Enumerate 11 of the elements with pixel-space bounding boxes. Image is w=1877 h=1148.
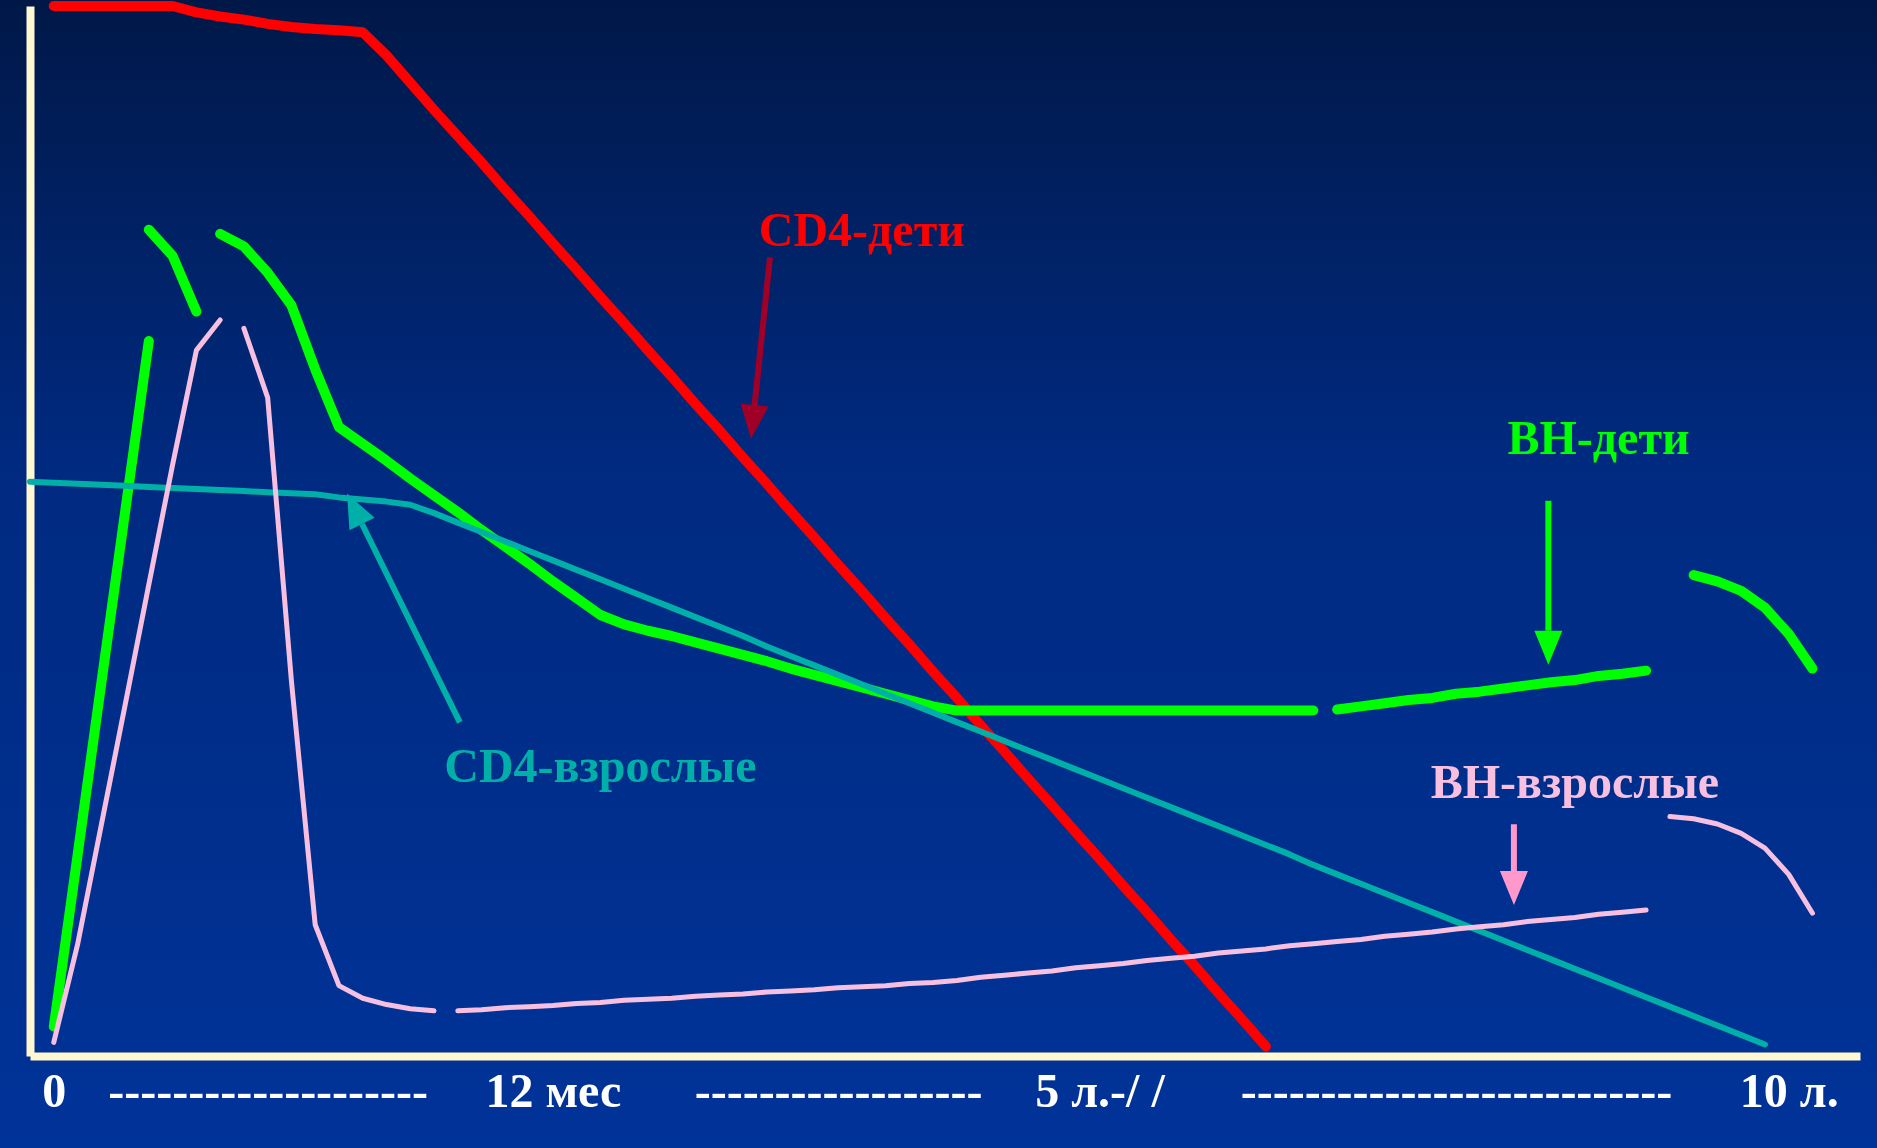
- text: ВН-дети: [1507, 410, 1690, 464]
- x-tick-label: 10 л.: [1739, 1063, 1839, 1117]
- x-tick-label: 5 л.-/ /: [1035, 1063, 1166, 1117]
- x-tick-label: ---------------------------: [1240, 1063, 1673, 1117]
- x-tick-label: 0: [42, 1063, 67, 1117]
- text: CD4-дети: [758, 202, 965, 256]
- series-label: CD4-взрослые: [444, 739, 757, 793]
- x-tick-label: 12 мес: [485, 1063, 622, 1117]
- text: ВН-взрослые: [1430, 755, 1719, 809]
- x-tick-label: --------------------: [108, 1063, 429, 1117]
- x-tick-label: ------------------: [694, 1063, 983, 1117]
